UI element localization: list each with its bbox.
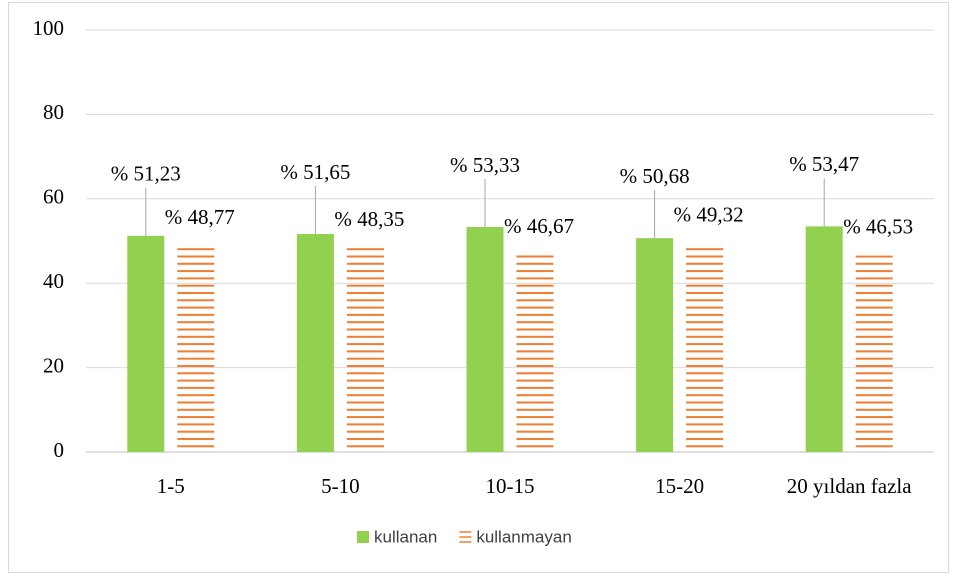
data-label: % 48,77 [165,205,235,229]
data-label: % 50,68 [620,164,690,188]
bar [805,226,843,452]
y-tick-label: 80 [43,100,64,124]
data-label: % 49,32 [674,203,744,227]
data-label: % 51,65 [280,160,350,184]
y-tick-label: 40 [43,269,64,293]
data-label: % 51,23 [111,162,181,186]
y-tick-label: 20 [43,353,64,377]
legend-label: kullanan [374,527,437,546]
legend-label: kullanmayan [476,527,571,546]
bar [127,235,165,452]
data-label: % 53,47 [789,152,859,176]
data-label: % 46,53 [843,214,913,238]
bar [686,243,724,452]
data-label: % 48,35 [334,207,404,231]
x-tick-label: 20 yıldan fazla [787,474,912,498]
data-label: % 53,33 [450,153,520,177]
bar [516,255,554,452]
x-tick-label: 10-15 [486,474,535,498]
data-label: % 46,67 [504,214,574,238]
bar [855,255,893,452]
y-tick-label: 0 [54,438,65,462]
x-tick-label: 1-5 [157,474,185,498]
x-tick-label: 5-10 [321,474,360,498]
bar [346,247,384,452]
y-tick-label: 60 [43,185,64,209]
y-tick-label: 100 [33,16,65,40]
bar [466,226,504,452]
bar [296,234,334,452]
bar [636,238,674,452]
bar [177,246,215,452]
legend-swatch [357,531,369,543]
x-tick-label: 15-20 [655,474,704,498]
